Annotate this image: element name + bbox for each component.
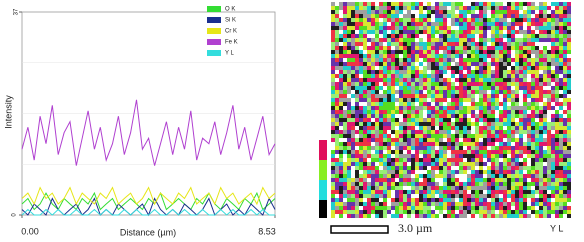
map-pixels [331,2,571,218]
map-pixels [331,2,571,218]
legend-label: Y L [225,51,235,57]
x-axis-label: Distance (µm) [120,227,176,237]
y-tick-label: 0 [12,213,18,217]
y-tick-label: 37 [14,8,20,15]
legend-swatch [207,50,221,56]
map-pixels [331,2,571,218]
element-map [331,2,571,218]
legend-swatch [207,17,221,23]
scale-bar [330,225,389,234]
element-label: Y L [550,223,563,233]
x-tick-label: 0.00 [21,226,39,236]
y-axis-label: Intensity [3,95,13,129]
legend-label: O K [225,7,235,13]
legend-label: Si K [225,18,236,24]
legend-swatch [207,6,221,12]
color-key [319,140,327,160]
color-key [319,180,327,200]
series-line [21,99,276,166]
x-tick-label: 8.53 [258,226,276,236]
legend-label: Fe K [225,40,238,46]
legend-label: Cr K [225,29,237,35]
series-line [21,208,275,216]
scale-label: 3.0 µm [398,221,433,235]
legend-swatch [207,39,221,45]
color-key [319,200,327,218]
color-key [319,160,327,180]
series-line [21,186,276,206]
legend-swatch [207,28,221,34]
map-pixels [331,2,571,218]
